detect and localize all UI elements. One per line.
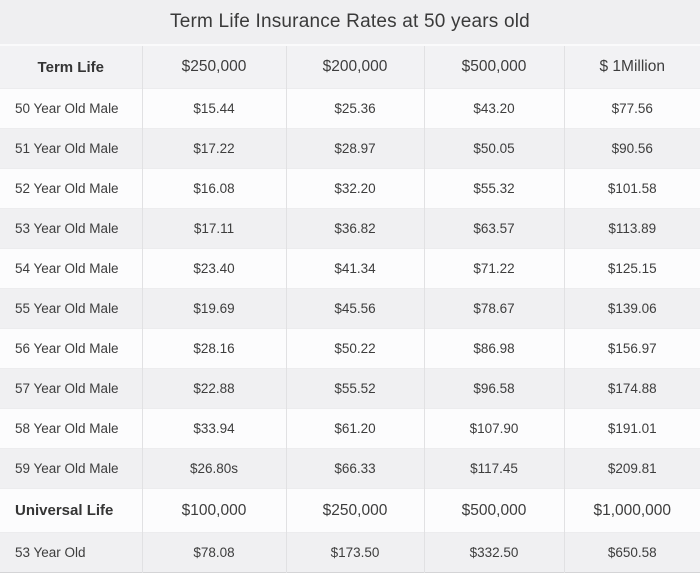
row-label: 53 Year Old Male	[0, 208, 142, 249]
rate-cell: $22.88	[141, 368, 286, 409]
rate-cell: $77.56	[563, 88, 700, 129]
rate-cell: $209.81	[563, 448, 700, 489]
row-label: 53 Year Old	[0, 532, 142, 573]
rate-cell: $139.06	[563, 288, 700, 329]
rate-cell: $101.58	[563, 168, 700, 209]
rate-cell: $332.50	[423, 532, 564, 573]
rate-cell: $125.15	[563, 248, 700, 289]
coverage-column-header: $250,000	[141, 45, 286, 89]
coverage-column-header: $500,000	[423, 45, 564, 89]
rate-cell: $174.88	[563, 368, 700, 409]
rate-cell: $32.20	[285, 168, 424, 209]
rate-cell: $113.89	[563, 208, 700, 249]
coverage-column-header: $500,000	[423, 488, 564, 533]
table-row: 57 Year Old Male $22.88 $55.52 $96.58 $1…	[0, 368, 700, 409]
rate-cell: $86.98	[423, 328, 564, 369]
rate-cell: $78.67	[423, 288, 564, 329]
rate-cell: $17.11	[141, 208, 286, 249]
rate-cell: $41.34	[285, 248, 424, 289]
coverage-column-header: $250,000	[285, 488, 424, 533]
row-label: 54 Year Old Male	[0, 248, 142, 289]
rate-cell: $45.56	[285, 288, 424, 329]
rate-cell: $28.16	[141, 328, 286, 369]
rate-cell: $107.90	[423, 408, 564, 449]
rate-cell: $33.94	[141, 408, 286, 449]
coverage-column-header: $ 1Million	[563, 45, 700, 89]
row-label: 59 Year Old Male	[0, 448, 142, 489]
rate-cell: $78.08	[141, 532, 286, 573]
rate-cell: $63.57	[423, 208, 564, 249]
page-title: Term Life Insurance Rates at 50 years ol…	[170, 11, 530, 32]
universal-life-header-row: Universal Life $100,000 $250,000 $500,00…	[0, 488, 700, 533]
rate-cell: $71.22	[423, 248, 564, 289]
table-row: 51 Year Old Male $17.22 $28.97 $50.05 $9…	[0, 128, 700, 169]
table-row: 58 Year Old Male $33.94 $61.20 $107.90 $…	[0, 408, 700, 449]
rate-cell: $19.69	[141, 288, 286, 329]
rate-cell: $173.50	[285, 532, 424, 573]
term-life-header-row: Term Life $250,000 $200,000 $500,000 $ 1…	[0, 45, 700, 89]
rate-cell: $26.80s	[141, 448, 286, 489]
rate-cell: $15.44	[141, 88, 286, 129]
rate-cell: $50.05	[423, 128, 564, 169]
rate-cell: $28.97	[285, 128, 424, 169]
row-label: 55 Year Old Male	[0, 288, 142, 329]
coverage-column-header: $100,000	[141, 488, 286, 533]
rate-cell: $61.20	[285, 408, 424, 449]
table-row: 56 Year Old Male $28.16 $50.22 $86.98 $1…	[0, 328, 700, 369]
rate-cell: $55.32	[423, 168, 564, 209]
row-label: 56 Year Old Male	[0, 328, 142, 369]
table-row: 52 Year Old Male $16.08 $32.20 $55.32 $1…	[0, 168, 700, 209]
coverage-column-header: $200,000	[285, 45, 424, 89]
row-label: 52 Year Old Male	[0, 168, 142, 209]
rate-cell: $66.33	[285, 448, 424, 489]
table-row: 53 Year Old Male $17.11 $36.82 $63.57 $1…	[0, 208, 700, 249]
table-row: 54 Year Old Male $23.40 $41.34 $71.22 $1…	[0, 248, 700, 289]
rate-cell: $50.22	[285, 328, 424, 369]
coverage-column-header: $1,000,000	[563, 488, 700, 533]
rate-cell: $17.22	[141, 128, 286, 169]
rate-cell: $117.45	[423, 448, 564, 489]
row-label: 57 Year Old Male	[0, 368, 142, 409]
rate-cell: $96.58	[423, 368, 564, 409]
rate-cell: $25.36	[285, 88, 424, 129]
rate-cell: $90.56	[563, 128, 700, 169]
rate-cell: $55.52	[285, 368, 424, 409]
term-life-header-label: Term Life	[0, 45, 142, 89]
row-label: 50 Year Old Male	[0, 88, 142, 129]
table-row: 50 Year Old Male $15.44 $25.36 $43.20 $7…	[0, 88, 700, 129]
row-label: 58 Year Old Male	[0, 408, 142, 449]
row-label: 51 Year Old Male	[0, 128, 142, 169]
table-row: 59 Year Old Male $26.80s $66.33 $117.45 …	[0, 448, 700, 489]
rate-cell: $650.58	[563, 532, 700, 573]
rate-cell: $23.40	[141, 248, 286, 289]
rates-table: Term Life $250,000 $200,000 $500,000 $ 1…	[0, 44, 700, 573]
universal-life-header-label: Universal Life	[0, 488, 142, 533]
rate-cell: $156.97	[563, 328, 700, 369]
rate-cell: $36.82	[285, 208, 424, 249]
table-row: 53 Year Old $78.08 $173.50 $332.50 $650.…	[0, 532, 700, 573]
rate-cell: $191.01	[563, 408, 700, 449]
table-row: 55 Year Old Male $19.69 $45.56 $78.67 $1…	[0, 288, 700, 329]
rate-cell: $43.20	[423, 88, 564, 129]
rate-cell: $16.08	[141, 168, 286, 209]
